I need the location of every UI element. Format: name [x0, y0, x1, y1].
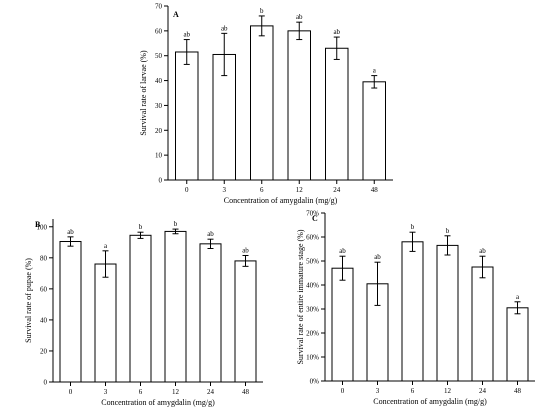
y-axis-label: Survival rate of pupae (%): [24, 258, 33, 343]
y-tick-label: 40%: [306, 282, 319, 290]
bar: [325, 47, 349, 181]
bar: [506, 307, 529, 382]
significance-letter: ab: [207, 230, 214, 238]
bar: [287, 30, 311, 181]
x-tick-label: 24: [479, 387, 487, 395]
bar: [199, 243, 222, 383]
x-tick-label: 12: [296, 186, 304, 194]
y-tick-label: 50%: [306, 258, 319, 266]
significance-letter: ab: [183, 31, 190, 39]
x-tick-label: 48: [514, 387, 522, 395]
y-tick-label: 0%: [310, 378, 320, 386]
bar: [436, 244, 459, 382]
significance-letter: b: [411, 223, 415, 231]
y-tick-label: 80: [40, 254, 48, 262]
y-tick-label: 20: [155, 127, 163, 135]
y-tick-label: 50: [155, 52, 163, 60]
bar: [59, 241, 82, 383]
significance-letter: ab: [333, 28, 340, 36]
significance-letter: b: [174, 220, 178, 228]
significance-letter: a: [104, 242, 108, 250]
y-tick-label: 30%: [306, 306, 319, 314]
x-tick-label: 6: [411, 387, 415, 395]
bar: [331, 267, 354, 382]
x-tick-label: 12: [172, 388, 180, 396]
y-tick-label: 30: [155, 102, 163, 110]
bar: [250, 25, 274, 181]
y-tick-label: 10: [155, 152, 163, 160]
y-tick-label: 100: [37, 223, 48, 231]
x-tick-label: 6: [260, 186, 264, 194]
x-tick-label: 0: [341, 387, 345, 395]
y-tick-label: 60%: [306, 234, 319, 242]
x-axis-label: Concentration of amygdalin (mg/g): [224, 196, 338, 205]
bar: [164, 230, 187, 383]
significance-letter: ab: [221, 24, 228, 32]
y-tick-label: 60: [155, 27, 163, 35]
bar: [362, 81, 386, 181]
x-tick-label: 24: [207, 388, 215, 396]
x-tick-label: 48: [242, 388, 250, 396]
significance-letter: a: [373, 67, 377, 75]
significance-letter: ab: [296, 13, 303, 21]
y-tick-label: 40: [40, 316, 48, 324]
bar: [175, 51, 199, 181]
y-axis-label: Survival rate of entire immature stage (…: [296, 229, 305, 364]
bar: [129, 234, 152, 383]
y-tick-label: 10%: [306, 354, 319, 362]
x-tick-label: 0: [69, 388, 73, 396]
panel-label: C: [312, 214, 318, 223]
significance-letter: ab: [242, 246, 249, 254]
x-tick-label: 24: [333, 186, 341, 194]
chart-panel-a: 0 10 20 30 40 50 60 70 ab 0 ab 3 b 6 ab 12 ab 24 a 48 Concen…: [139, 3, 393, 205]
y-tick-label: 0: [159, 177, 163, 185]
significance-letter: b: [446, 227, 450, 235]
bar: [401, 241, 424, 382]
significance-letter: a: [516, 293, 520, 301]
significance-letter: ab: [67, 228, 74, 236]
x-tick-label: 3: [104, 388, 108, 396]
significance-letter: ab: [339, 247, 346, 255]
x-tick-label: 0: [185, 186, 189, 194]
x-tick-label: 6: [139, 388, 143, 396]
significance-letter: b: [139, 223, 143, 231]
panel-label: B: [35, 220, 41, 229]
y-tick-label: 60: [40, 285, 48, 293]
y-tick-label: 20: [40, 347, 48, 355]
chart-panel-c: 0% 10% 20% 30% 40% 50% 60% 70% ab 0 ab 3 b 6 b 12 ab 24 a 4…: [296, 210, 535, 406]
x-axis-label: Concentration of amygdalin (mg/g): [373, 397, 487, 406]
significance-letter: b: [260, 7, 264, 15]
bar: [94, 263, 117, 383]
significance-letter: ab: [479, 247, 486, 255]
y-tick-label: 70: [155, 3, 163, 11]
significance-letter: ab: [374, 253, 381, 261]
chart-panel-b: 0 20 40 60 80 100 ab 0 a 3 b 6 b 12 ab 24 ab 48 Concentrat…: [24, 219, 263, 407]
x-axis-label: Concentration of amygdalin (mg/g): [101, 398, 215, 407]
y-tick-label: 40: [155, 77, 163, 85]
x-tick-label: 48: [371, 186, 379, 194]
x-tick-label: 3: [223, 186, 227, 194]
y-axis-label: Survival rate of larvae (%): [139, 50, 148, 136]
bar: [234, 260, 257, 383]
y-tick-label: 70%: [306, 210, 319, 218]
y-tick-label: 20%: [306, 330, 319, 338]
x-tick-label: 3: [376, 387, 380, 395]
panel-label: A: [173, 10, 179, 19]
y-tick-label: 0: [44, 379, 48, 387]
x-tick-label: 12: [444, 387, 452, 395]
bar: [471, 266, 494, 382]
